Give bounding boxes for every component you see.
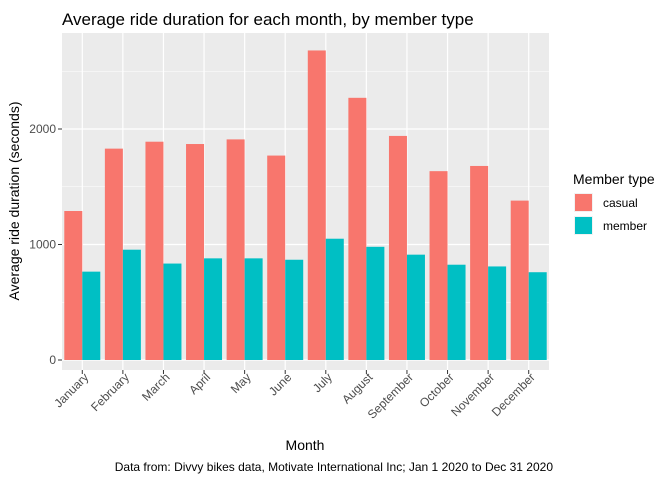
bar-member-february <box>122 249 141 360</box>
bar-member-january <box>82 271 101 360</box>
bar-member-october <box>447 264 466 360</box>
bar-casual-september <box>388 135 407 360</box>
y-axis: 0 1000 2000 <box>29 122 62 367</box>
chart-caption: Data from: Divvy bikes data, Motivate In… <box>115 460 554 474</box>
x-tick-label-february: February <box>88 370 132 414</box>
x-tick-label-july: July <box>310 370 335 395</box>
bar-casual-december <box>510 200 529 360</box>
plot-panel <box>62 33 549 370</box>
legend: Member type casual member <box>573 171 655 235</box>
y-tick-label: 0 <box>49 353 56 367</box>
bar-member-july <box>325 238 344 360</box>
bar-casual-august <box>348 97 367 360</box>
bar-casual-june <box>267 155 286 360</box>
x-tick-label-august: August <box>339 370 376 407</box>
bar-member-november <box>488 266 507 360</box>
bar-member-june <box>285 259 304 360</box>
legend-label-member: member <box>603 219 647 233</box>
bar-casual-may <box>226 139 245 360</box>
x-tick-label-november: November <box>448 370 497 419</box>
legend-title: Member type <box>573 171 655 187</box>
bar-member-september <box>406 254 425 360</box>
legend-label-casual: casual <box>603 196 638 210</box>
x-axis-title: Month <box>286 437 325 453</box>
bar-casual-january <box>64 211 83 360</box>
x-tick-label-may: May <box>228 370 254 396</box>
bar-member-march <box>163 263 182 360</box>
legend-items: casual member <box>574 193 647 235</box>
x-tick-label-april: April <box>186 370 213 397</box>
chart-title: Average ride duration for each month, by… <box>62 10 474 29</box>
bars <box>64 50 547 361</box>
y-tick-label: 2000 <box>29 122 56 136</box>
bar-member-may <box>244 258 263 360</box>
x-tick-label-june: June <box>266 370 295 399</box>
bar-member-april <box>204 258 223 360</box>
bar-casual-november <box>470 165 489 360</box>
legend-swatch-casual <box>575 194 592 211</box>
bar-casual-october <box>429 171 448 360</box>
bar-member-december <box>528 272 547 360</box>
x-tick-label-january: January <box>51 370 91 410</box>
bar-casual-april <box>186 144 205 360</box>
x-tick-label-october: October <box>417 370 457 410</box>
bar-casual-march <box>145 141 164 360</box>
x-tick-label-december: December <box>489 370 538 419</box>
y-axis-title: Average ride duration (seconds) <box>6 102 22 301</box>
x-tick-label-march: March <box>139 370 172 403</box>
y-tick-label: 1000 <box>29 238 56 252</box>
bar-casual-july <box>307 50 326 361</box>
bar-member-august <box>366 246 385 360</box>
legend-swatch-member <box>575 217 592 234</box>
bar-casual-february <box>104 148 123 360</box>
